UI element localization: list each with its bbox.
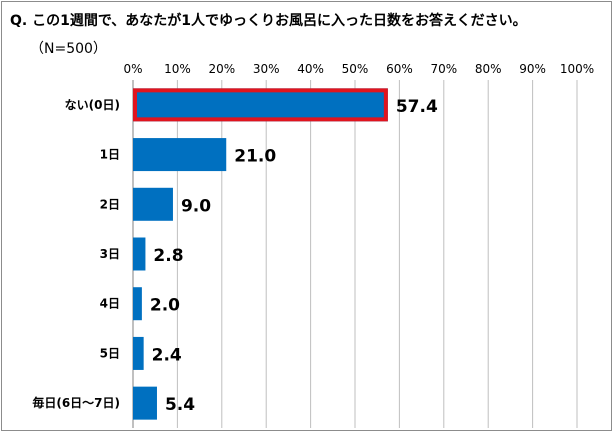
chart-title: Q. この1週間で、あなたが1人でゆっくりお風呂に入った日数をお答えください。 [10,13,527,29]
bar [133,138,227,172]
bar [133,287,142,321]
x-tick-label: 90% [519,62,546,76]
data-label: 2.0 [150,296,180,316]
category-label: 3日 [100,247,120,261]
data-label: 57.4 [396,97,438,117]
category-label: 毎日(6日〜7日) [32,395,120,410]
bar [133,187,173,221]
data-label: 2.8 [153,246,183,266]
data-label: 9.0 [181,196,211,216]
category-label: 1日 [100,148,120,162]
bar [133,88,388,122]
x-tick-label: 50% [342,62,369,76]
x-tick-label: 80% [475,62,502,76]
x-tick-label: 100% [560,62,594,76]
category-label: 5日 [100,346,120,360]
x-tick-label: 40% [297,62,324,76]
data-label: 2.4 [152,345,182,365]
x-tick-label: 60% [386,62,413,76]
bar [133,237,146,271]
x-tick-label: 20% [208,62,235,76]
chart-subtitle: （N=500） [30,41,107,57]
x-tick-label: 30% [253,62,280,76]
category-label: ない(0日) [65,98,120,112]
x-tick-label: 70% [430,62,457,76]
bar [133,386,157,420]
data-label: 5.4 [165,395,195,415]
bar-highlight-border [133,88,388,122]
x-tick-label: 0% [123,62,142,76]
category-label: 4日 [100,297,120,311]
x-tick-label: 10% [164,62,191,76]
data-label: 21.0 [234,147,276,167]
bar [133,336,144,370]
category-label: 2日 [100,197,120,211]
